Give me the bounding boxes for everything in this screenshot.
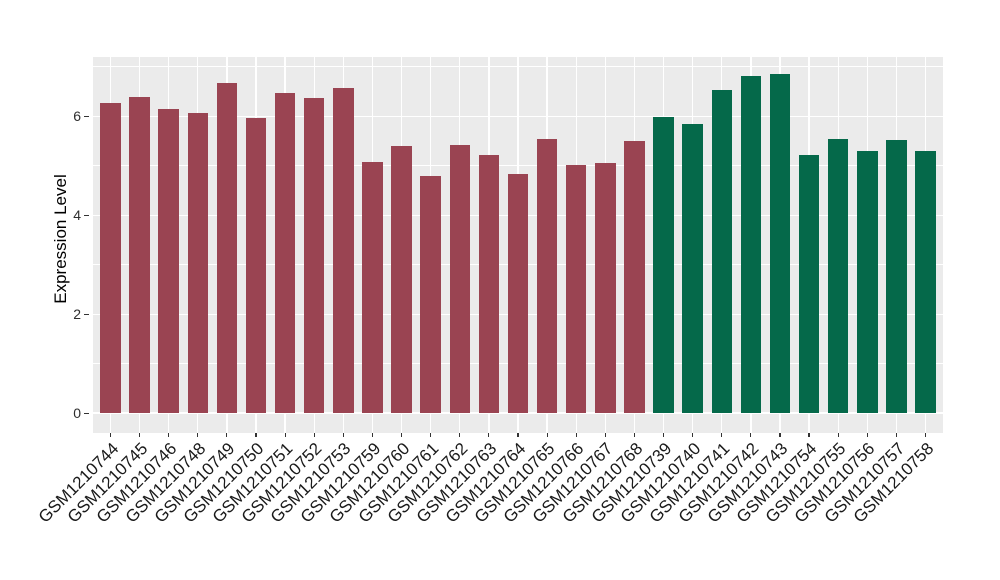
x-tick-mark — [808, 433, 810, 437]
bar — [711, 90, 732, 414]
x-tick-mark — [546, 433, 548, 437]
bar — [100, 103, 121, 414]
y-tick-label: 4 — [73, 207, 81, 224]
bar — [304, 98, 325, 414]
plot-panel — [93, 57, 943, 433]
x-tick-mark — [430, 433, 432, 437]
bar — [886, 140, 907, 414]
bar — [798, 155, 820, 414]
x-tick-mark — [721, 433, 723, 437]
y-tick-mark — [84, 115, 89, 117]
y-tick-label: 6 — [73, 108, 81, 125]
x-tick-mark — [400, 433, 403, 437]
x-tick-mark — [575, 433, 577, 437]
x-tick-mark — [692, 433, 694, 437]
bar — [857, 150, 878, 414]
bar — [449, 144, 470, 414]
x-tick-mark — [924, 433, 927, 437]
x-tick-mark — [662, 433, 665, 437]
bar — [274, 92, 296, 414]
bar — [740, 76, 762, 414]
x-tick-mark — [866, 433, 868, 437]
x-tick-mark — [226, 433, 228, 437]
x-tick-mark — [138, 433, 141, 437]
bar — [915, 151, 936, 414]
y-tick-mark — [84, 313, 89, 315]
x-tick-mark — [633, 433, 636, 437]
x-tick-mark — [255, 433, 257, 437]
bar — [507, 173, 529, 414]
x-tick-mark — [750, 433, 752, 437]
x-tick-mark — [284, 433, 286, 437]
bar — [595, 162, 616, 414]
x-tick-mark — [837, 433, 839, 437]
bar — [478, 154, 500, 414]
x-tick-mark — [604, 433, 606, 437]
y-tick-label: 2 — [73, 306, 81, 323]
bar — [245, 117, 267, 414]
x-tick-mark — [168, 433, 170, 437]
x-tick-mark — [313, 433, 315, 437]
x-tick-mark — [197, 433, 199, 437]
bar — [420, 176, 441, 414]
bar — [333, 88, 354, 414]
x-tick-mark — [371, 433, 374, 437]
y-tick-mark — [84, 214, 89, 216]
y-tick-mark — [84, 412, 89, 414]
x-tick-mark — [459, 433, 461, 437]
x-tick-mark — [895, 433, 897, 437]
bar — [129, 97, 150, 414]
bar — [682, 124, 703, 414]
x-tick-mark — [779, 433, 781, 437]
x-tick-mark — [488, 433, 490, 437]
bar — [158, 108, 179, 414]
bar — [391, 145, 412, 414]
bar — [769, 73, 791, 414]
bar — [624, 141, 645, 414]
bar — [362, 162, 383, 414]
bar — [536, 138, 558, 414]
bar — [828, 139, 849, 414]
x-tick-mark — [342, 433, 344, 437]
y-tick-label: 0 — [73, 405, 81, 422]
bar — [566, 165, 587, 414]
bar — [653, 117, 674, 414]
x-tick-mark — [109, 433, 112, 437]
bar — [187, 113, 208, 414]
bar — [216, 83, 238, 414]
x-tick-mark — [517, 433, 519, 437]
